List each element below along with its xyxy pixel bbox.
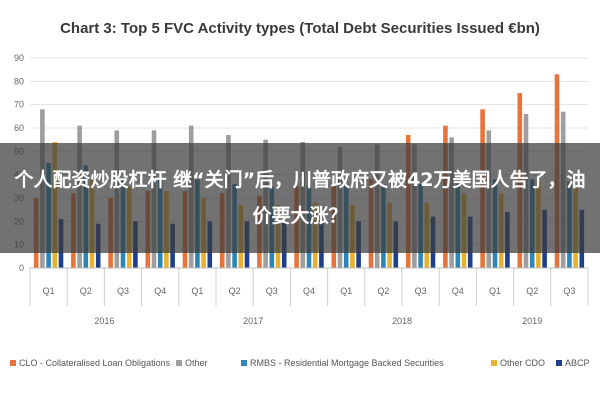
x-group-label: 2016 <box>94 316 114 326</box>
x-tick-label: Q3 <box>117 286 129 296</box>
x-tick-label: Q1 <box>340 286 352 296</box>
x-group-label: 2017 <box>243 316 263 326</box>
x-group-label: 2018 <box>392 316 412 326</box>
x-tick-label: Q3 <box>266 286 278 296</box>
x-tick-label: Q2 <box>229 286 241 296</box>
x-tick-label: Q1 <box>191 286 203 296</box>
overlay-banner: 个人配资炒股杠杆 继“关门”后，川普政府又被42万美国人告了，油价要大涨？ <box>0 143 600 253</box>
chart-title: Chart 3: Top 5 FVC Activity types (Total… <box>60 20 540 37</box>
x-tick-label: Q4 <box>303 286 315 296</box>
legend-swatch <box>176 360 182 366</box>
x-tick-label: Q3 <box>415 286 427 296</box>
legend-swatch <box>556 360 562 366</box>
legend-label: ABCP <box>565 358 590 368</box>
legend-swatch <box>10 360 16 366</box>
legend: CLO - Collateralised Loan Obligations Oth… <box>10 358 590 368</box>
legend-label: RMBS - Residential Mortgage Backed Secur… <box>250 358 444 368</box>
x-tick-label: Q2 <box>80 286 92 296</box>
legend-label: CLO - Collateralised Loan Obligations <box>19 358 171 368</box>
x-axis-ticks: Q1 Q2 Q3 Q4 Q1 Q2 Q3 Q4 Q1 Q2 Q3 Q4 Q1 Q2 Q3 2016 2017 20… <box>29 267 589 326</box>
x-tick-label: Q1 <box>43 286 55 296</box>
x-tick-label: Q2 <box>377 286 389 296</box>
x-tick-label: Q4 <box>154 286 166 296</box>
legend-label: Other <box>185 358 208 368</box>
x-tick-label: Q2 <box>526 286 538 296</box>
overlay-headline: 个人配资炒股杠杆 继“关门”后，川普政府又被42万美国人告了，油价要大涨？ <box>14 169 586 227</box>
y-tick-label: 90 <box>14 53 24 63</box>
legend-swatch <box>241 360 247 366</box>
legend-swatch <box>491 360 497 366</box>
y-tick-label: 60 <box>14 123 24 133</box>
x-tick-label: Q4 <box>452 286 464 296</box>
y-tick-label: 0 <box>19 263 24 273</box>
x-tick-label: Q1 <box>489 286 501 296</box>
legend-label: Other CDO <box>500 358 545 368</box>
x-tick-label: Q3 <box>563 286 575 296</box>
y-tick-label: 80 <box>14 76 24 86</box>
y-tick-label: 70 <box>14 100 24 110</box>
x-group-label: 2019 <box>522 316 542 326</box>
